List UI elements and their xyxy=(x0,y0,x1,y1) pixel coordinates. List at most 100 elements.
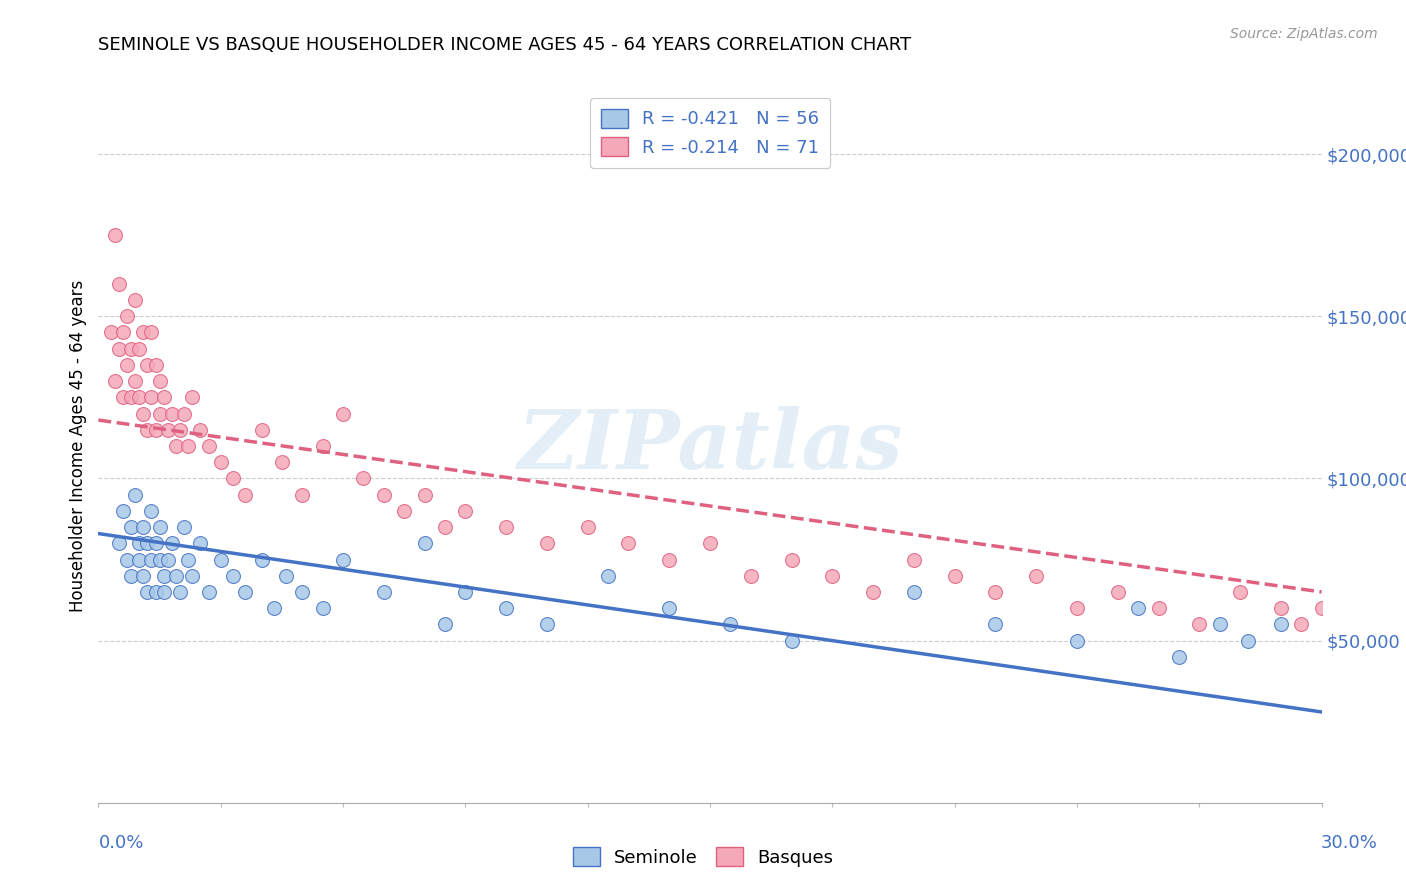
Point xyxy=(699,536,721,550)
Point xyxy=(209,455,232,469)
Point xyxy=(720,617,742,632)
Point xyxy=(169,585,191,599)
Point xyxy=(222,471,245,485)
Point xyxy=(576,520,599,534)
Point xyxy=(136,536,159,550)
Point xyxy=(115,310,138,324)
Point xyxy=(209,552,232,566)
Point xyxy=(1270,601,1292,615)
Point xyxy=(1270,617,1292,632)
Point xyxy=(149,407,172,421)
Point xyxy=(120,342,142,356)
Point xyxy=(1209,617,1232,632)
Point xyxy=(233,585,256,599)
Point xyxy=(434,520,457,534)
Point xyxy=(740,568,762,582)
Point xyxy=(136,423,159,437)
Point xyxy=(413,536,436,550)
Point xyxy=(250,423,273,437)
Point xyxy=(188,423,212,437)
Point xyxy=(136,358,159,372)
Point xyxy=(598,568,620,582)
Point xyxy=(120,390,142,404)
Point xyxy=(274,568,297,582)
Point xyxy=(108,342,131,356)
Point xyxy=(332,407,354,421)
Point xyxy=(177,552,200,566)
Point xyxy=(128,390,150,404)
Point xyxy=(903,585,925,599)
Point xyxy=(658,601,681,615)
Point xyxy=(128,552,150,566)
Point xyxy=(132,520,155,534)
Point xyxy=(111,504,134,518)
Point xyxy=(263,601,285,615)
Point xyxy=(1128,601,1150,615)
Point xyxy=(145,536,167,550)
Point xyxy=(291,488,314,502)
Point xyxy=(141,326,163,340)
Point xyxy=(165,568,187,582)
Point xyxy=(1237,633,1260,648)
Point xyxy=(984,617,1007,632)
Point xyxy=(1147,601,1170,615)
Point xyxy=(780,633,803,648)
Point xyxy=(392,504,416,518)
Point xyxy=(136,585,159,599)
Point xyxy=(152,568,174,582)
Point xyxy=(536,536,558,550)
Text: 30.0%: 30.0% xyxy=(1322,834,1378,852)
Point xyxy=(332,552,354,566)
Point xyxy=(132,568,155,582)
Point xyxy=(250,552,273,566)
Text: ZIPatlas: ZIPatlas xyxy=(517,406,903,486)
Point xyxy=(156,552,179,566)
Point xyxy=(1291,617,1313,632)
Point xyxy=(454,585,477,599)
Legend: R = -0.421   N = 56, R = -0.214   N = 71: R = -0.421 N = 56, R = -0.214 N = 71 xyxy=(591,98,830,168)
Point xyxy=(197,585,219,599)
Point xyxy=(862,585,884,599)
Point xyxy=(495,601,517,615)
Point xyxy=(658,552,681,566)
Point xyxy=(108,536,131,550)
Point xyxy=(434,617,457,632)
Point xyxy=(197,439,219,453)
Point xyxy=(177,439,200,453)
Point xyxy=(943,568,966,582)
Point xyxy=(173,407,195,421)
Point xyxy=(111,390,134,404)
Point xyxy=(413,488,436,502)
Point xyxy=(222,568,245,582)
Point xyxy=(132,407,155,421)
Point xyxy=(100,326,122,340)
Point xyxy=(124,488,146,502)
Point xyxy=(124,293,146,307)
Point xyxy=(454,504,477,518)
Point xyxy=(821,568,844,582)
Point xyxy=(1229,585,1251,599)
Point xyxy=(149,520,172,534)
Point xyxy=(1167,649,1189,664)
Point xyxy=(1107,585,1129,599)
Point xyxy=(270,455,294,469)
Point xyxy=(903,552,925,566)
Point xyxy=(1310,601,1333,615)
Point xyxy=(291,585,314,599)
Point xyxy=(104,374,127,388)
Point xyxy=(373,585,395,599)
Point xyxy=(1188,617,1211,632)
Point xyxy=(115,552,138,566)
Point xyxy=(173,520,195,534)
Point xyxy=(111,326,134,340)
Point xyxy=(160,407,183,421)
Point xyxy=(141,504,163,518)
Point xyxy=(115,358,138,372)
Point xyxy=(373,488,395,502)
Point xyxy=(145,358,167,372)
Point xyxy=(169,423,191,437)
Point xyxy=(181,390,204,404)
Point xyxy=(149,374,172,388)
Point xyxy=(984,585,1007,599)
Point xyxy=(495,520,517,534)
